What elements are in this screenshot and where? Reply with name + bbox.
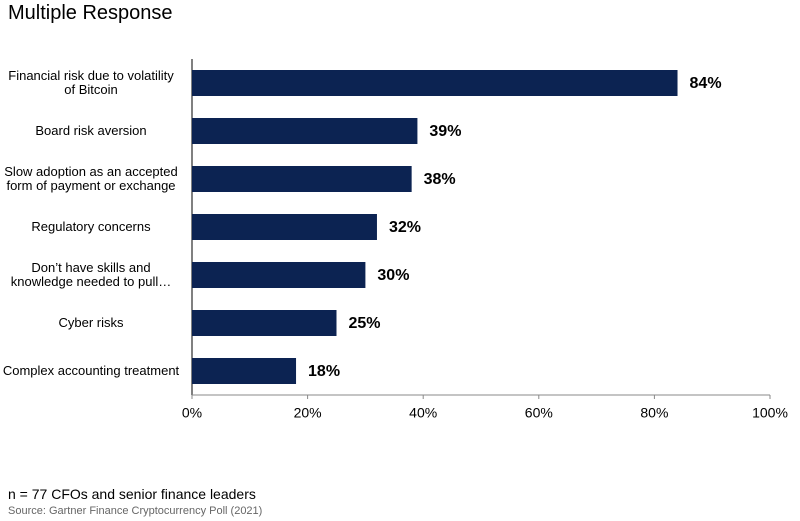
- bar: [192, 358, 297, 384]
- value-label: 32%: [389, 219, 421, 236]
- x-tick-label: 80%: [640, 405, 668, 421]
- x-tick-label: 20%: [294, 405, 322, 421]
- bar: [192, 214, 377, 240]
- category-label: Complex accounting treatment: [2, 363, 180, 378]
- bar: [192, 70, 678, 96]
- x-tick-label: 100%: [752, 405, 788, 421]
- note: n = 77 CFOs and senior finance leaders: [8, 486, 256, 502]
- source: Source: Gartner Finance Cryptocurrency P…: [8, 505, 263, 517]
- bar: [192, 310, 337, 336]
- value-label: 84%: [690, 75, 722, 92]
- category-label: Financial risk due to volatility of Bitc…: [8, 68, 174, 97]
- title: Multiple Response: [8, 2, 173, 24]
- bar: [192, 262, 366, 288]
- category-label: Regulatory concerns: [31, 219, 151, 234]
- bar: [192, 166, 412, 192]
- bar: [192, 118, 418, 144]
- value-label: 39%: [429, 123, 461, 140]
- value-label: 30%: [377, 267, 409, 284]
- category-label: Cyber risks: [58, 315, 124, 330]
- x-tick-label: 60%: [525, 405, 553, 421]
- x-tick-label: 0%: [182, 405, 202, 421]
- category-label: Board risk aversion: [35, 123, 147, 138]
- value-label: 25%: [349, 315, 381, 332]
- x-tick-label: 40%: [409, 405, 437, 421]
- category-label: Slow adoption as an accepted form of pay…: [4, 164, 178, 193]
- value-label: 18%: [308, 363, 340, 380]
- value-label: 38%: [424, 171, 456, 188]
- category-label: Don’t have skills and knowledge needed t…: [10, 260, 172, 289]
